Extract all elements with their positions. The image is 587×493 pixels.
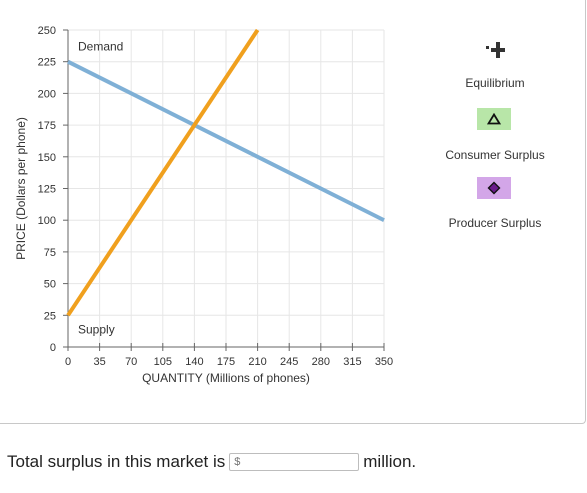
diamond-icon [487, 181, 501, 195]
axes: 0 25 50 75 100 125 150 175 200 225 250 0 35 70 105 140 1… [14, 25, 393, 385]
answer-row: Total surplus in this market is million. [7, 452, 416, 472]
question-suffix: million. [363, 452, 417, 471]
total-surplus-input[interactable] [229, 453, 360, 471]
y-tick-label: 125 [38, 184, 56, 196]
x-tick-label: 245 [280, 356, 298, 368]
equilibrium-label: Equilibrium [465, 76, 525, 90]
x-tick-label: 70 [125, 356, 137, 368]
x-tick-label: 210 [248, 356, 266, 368]
x-tick-label: 0 [65, 356, 71, 368]
triangle-icon [487, 113, 501, 125]
y-tick-label: 200 [38, 88, 56, 100]
question-prefix: Total surplus in this market is [7, 452, 226, 471]
demand-curve [67, 59, 385, 222]
supply-curve [66, 28, 260, 317]
x-tick-label: 315 [343, 356, 361, 368]
x-axis-title: QUANTITY (Millions of phones) [142, 371, 310, 385]
y-tick-label: 75 [44, 247, 56, 259]
y-tick-label: 50 [44, 279, 56, 291]
x-tick-label: 175 [217, 356, 235, 368]
equilibrium-tool[interactable]: Equilibrium [455, 40, 535, 90]
producer-surplus-label: Producer Surplus [448, 216, 542, 230]
y-tick-label: 250 [38, 25, 56, 37]
x-tick-label: 140 [185, 356, 203, 368]
y-tick-label: 175 [38, 120, 56, 132]
producer-surplus-swatch[interactable] [477, 177, 511, 199]
supply-label: Supply [78, 322, 115, 336]
y-tick-label: 150 [38, 152, 56, 164]
y-tick-label: 0 [50, 342, 56, 354]
consumer-surplus-swatch[interactable] [477, 108, 511, 130]
y-tick-label: 100 [38, 215, 56, 227]
labels: Demand Supply [78, 40, 123, 337]
plus-marker-icon [455, 40, 535, 62]
y-tick-label: 25 [44, 310, 56, 322]
grid [68, 29, 385, 347]
chart[interactable]: 0 25 50 75 100 125 150 175 200 225 250 0 35 70 105 140 1… [0, 0, 586, 424]
x-tick-label: 35 [93, 356, 105, 368]
x-tick-label: 350 [375, 356, 393, 368]
x-tick-label: 280 [312, 356, 330, 368]
series [66, 28, 385, 317]
consumer-surplus-label: Consumer Surplus [445, 148, 545, 162]
y-tick-label: 225 [38, 57, 56, 69]
y-axis-title: PRICE (Dollars per phone) [14, 117, 28, 260]
demand-label: Demand [78, 40, 123, 54]
x-tick-label: 105 [154, 356, 172, 368]
graph-panel: 0 25 50 75 100 125 150 175 200 225 250 0 35 70 105 140 1… [0, 0, 586, 424]
